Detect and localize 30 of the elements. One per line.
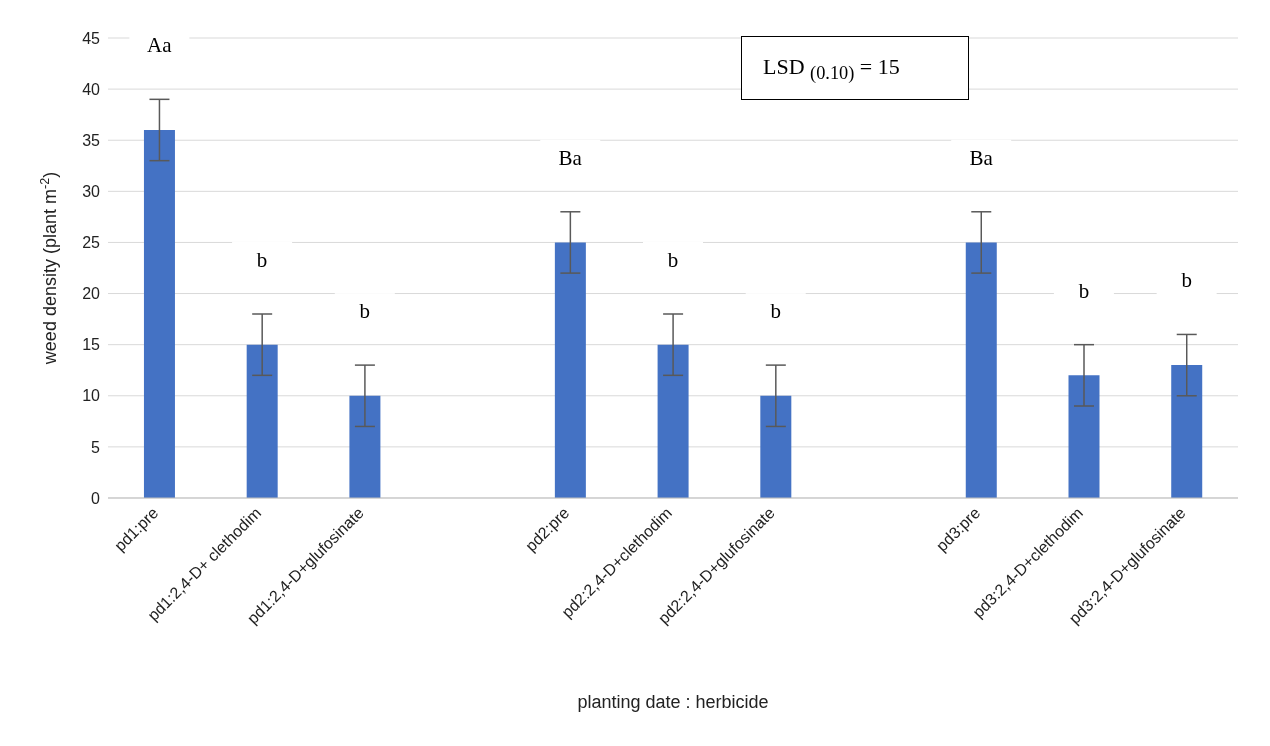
bar [246,344,278,498]
annotation: b [1181,268,1192,293]
bar [760,395,792,498]
bar [143,130,175,498]
annotation: b [359,299,371,324]
bar [1171,365,1203,498]
y-tick-label: 45 [82,29,101,47]
bar [349,395,381,498]
y-tick-label: 0 [91,489,101,507]
bar [657,344,689,498]
annotation: b [256,248,268,272]
y-tick-label: 15 [82,336,101,354]
x-axis-title: planting date : herbicide [577,692,769,712]
y-tick-label: 5 [91,438,101,456]
annotation: LSD $_{(0.10)}$ = 15 [763,54,900,85]
y-tick-label: 30 [82,183,101,201]
bar [965,242,997,498]
y-tick-label: 40 [82,80,101,98]
bar [554,242,586,498]
bar [1068,375,1100,498]
annotation: Ba [558,145,583,170]
y-tick-label: 35 [82,131,101,149]
annotation: b [770,299,781,324]
y-tick-label: 10 [82,387,101,405]
y-tick-label: 20 [82,285,101,303]
annotation: Ba [969,145,994,170]
annotation: b [1078,278,1090,303]
annotation: Aa [147,33,173,58]
y-tick-label: 25 [82,234,101,252]
annotation: b [667,248,679,272]
